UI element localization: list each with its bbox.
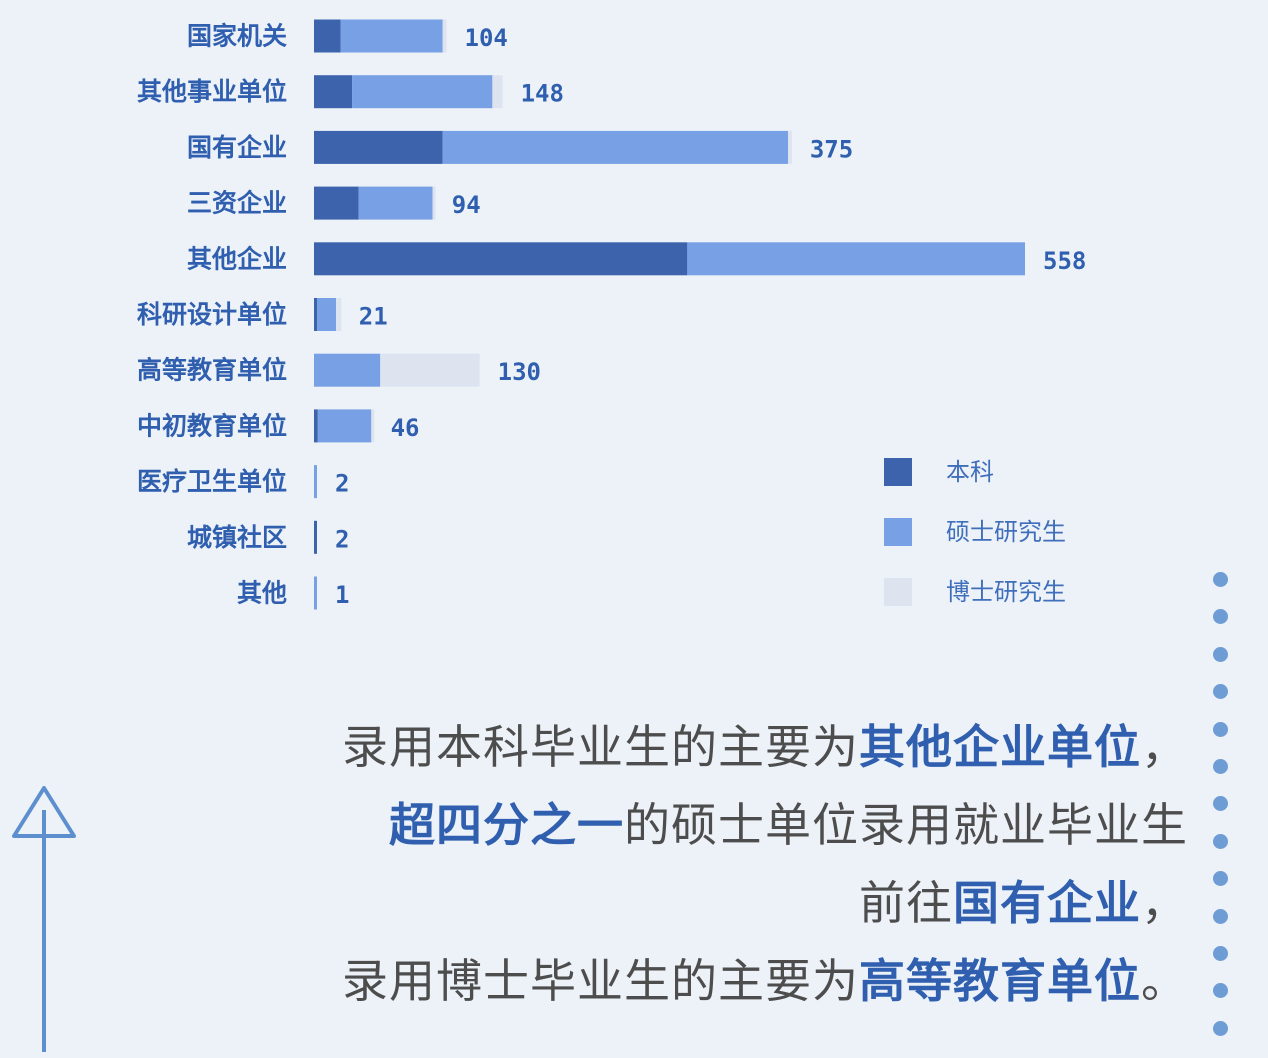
bar-segment-s2 — [336, 298, 342, 331]
bar-segment-s0 — [314, 186, 359, 220]
summary-text-3b: ， — [1141, 876, 1188, 930]
decor-dot — [1213, 833, 1228, 849]
category-label: 国有企业 — [187, 133, 287, 162]
bar-segment-s2 — [788, 130, 792, 164]
category-label: 三资企业 — [187, 189, 287, 218]
summary-text-2b: 的硕士单位录用就业毕业生 — [624, 798, 1188, 852]
legend-label: 博士研究生 — [946, 578, 1066, 606]
legend-label: 本科 — [946, 458, 994, 486]
bar-segment-s1 — [358, 186, 433, 220]
decor-dot — [1213, 646, 1228, 662]
up-arrow-icon — [12, 786, 76, 1052]
decor-dot — [1213, 1020, 1228, 1036]
summary-highlight-1: 其他企业单位 — [859, 720, 1141, 774]
summary-text-4b: 。 — [1141, 954, 1188, 1008]
category-label: 科研设计单位 — [137, 300, 287, 329]
summary-text-4a: 录用博士毕业生的主要为 — [342, 954, 859, 1008]
category-label: 中初教育单位 — [137, 411, 287, 440]
value-label: 130 — [498, 358, 541, 386]
bar-segment-s1 — [317, 298, 337, 331]
bar-segment-s0 — [314, 242, 688, 276]
category-label: 其他 — [237, 579, 287, 608]
bar-segment-s2 — [442, 19, 447, 53]
bar-segment-s0 — [314, 75, 353, 109]
legend-swatch — [884, 458, 912, 486]
summary-text-1b: ， — [1141, 720, 1188, 774]
value-label: 94 — [452, 191, 481, 219]
value-label: 558 — [1043, 247, 1086, 275]
category-label: 医疗卫生单位 — [137, 467, 287, 496]
dot-column-decoration — [1213, 572, 1231, 1058]
bar-segment-s2 — [380, 353, 480, 387]
bar-segment-s0 — [314, 409, 318, 443]
bar-segment-s0 — [314, 520, 317, 554]
category-label: 其他事业单位 — [137, 77, 287, 106]
bar-segment-s2 — [492, 75, 503, 109]
value-label: 375 — [810, 135, 853, 163]
bar-segment-s1 — [314, 465, 317, 499]
decor-dot — [1213, 572, 1228, 587]
decor-dot — [1213, 983, 1228, 999]
summary-line-2: 超四分之一的硕士单位录用就业毕业生 — [342, 786, 1188, 864]
value-label: 2 — [335, 470, 349, 498]
decor-dot — [1213, 871, 1228, 887]
bar-segment-s2 — [371, 409, 375, 443]
category-label: 国家机关 — [187, 22, 287, 51]
summary-highlight-4: 高等教育单位 — [859, 954, 1141, 1008]
summary-line-1: 录用本科毕业生的主要为其他企业单位， — [342, 708, 1188, 786]
value-label: 2 — [335, 525, 349, 553]
legend-swatch — [884, 578, 912, 606]
summary-line-3: 前往国有企业， — [342, 864, 1188, 942]
bar-segment-s1 — [340, 19, 443, 53]
category-label: 高等教育单位 — [137, 356, 287, 385]
bar-segment-s1 — [352, 75, 493, 109]
legend-label: 硕士研究生 — [946, 518, 1066, 546]
bar-segment-s0 — [314, 19, 341, 53]
summary-text-1a: 录用本科毕业生的主要为 — [342, 720, 859, 774]
decor-dot — [1213, 908, 1228, 924]
bar-segment-s0 — [314, 130, 443, 164]
decor-dot — [1213, 684, 1228, 700]
bar-segment-s1 — [317, 409, 372, 443]
bar-segment-s1 — [314, 576, 317, 610]
summary-text: 录用本科毕业生的主要为其他企业单位， 超四分之一的硕士单位录用就业毕业生 前往国… — [342, 708, 1188, 1020]
summary-highlight-2: 超四分之一 — [389, 798, 624, 852]
bar-segment-s1 — [314, 353, 381, 387]
category-label: 其他企业 — [187, 244, 287, 273]
value-label: 1 — [335, 581, 349, 609]
value-label: 21 — [359, 303, 388, 331]
summary-highlight-3: 国有企业 — [953, 876, 1141, 930]
decor-dot — [1213, 945, 1228, 961]
bar-segment-s2 — [432, 186, 436, 220]
decor-dot — [1213, 758, 1228, 774]
stacked-bar-chart: 国家机关 104 其他事业单位 148 国有企业 375 三资企业 94 其他企业 558 科研设计… — [137, 19, 1086, 610]
value-label: 46 — [391, 414, 420, 442]
decor-dot — [1213, 796, 1228, 812]
value-label: 104 — [465, 24, 508, 52]
decor-dot — [1213, 609, 1228, 625]
bar-segment-s0 — [314, 298, 317, 331]
legend-swatch — [884, 518, 912, 546]
bar-segment-s1 — [442, 130, 788, 164]
decor-dot — [1213, 721, 1228, 737]
summary-text-3a: 前往 — [859, 876, 953, 930]
summary-line-4: 录用博士毕业生的主要为高等教育单位。 — [342, 942, 1188, 1020]
value-label: 148 — [521, 80, 564, 108]
bar-segment-s1 — [687, 242, 1025, 276]
category-label: 城镇社区 — [187, 523, 287, 552]
